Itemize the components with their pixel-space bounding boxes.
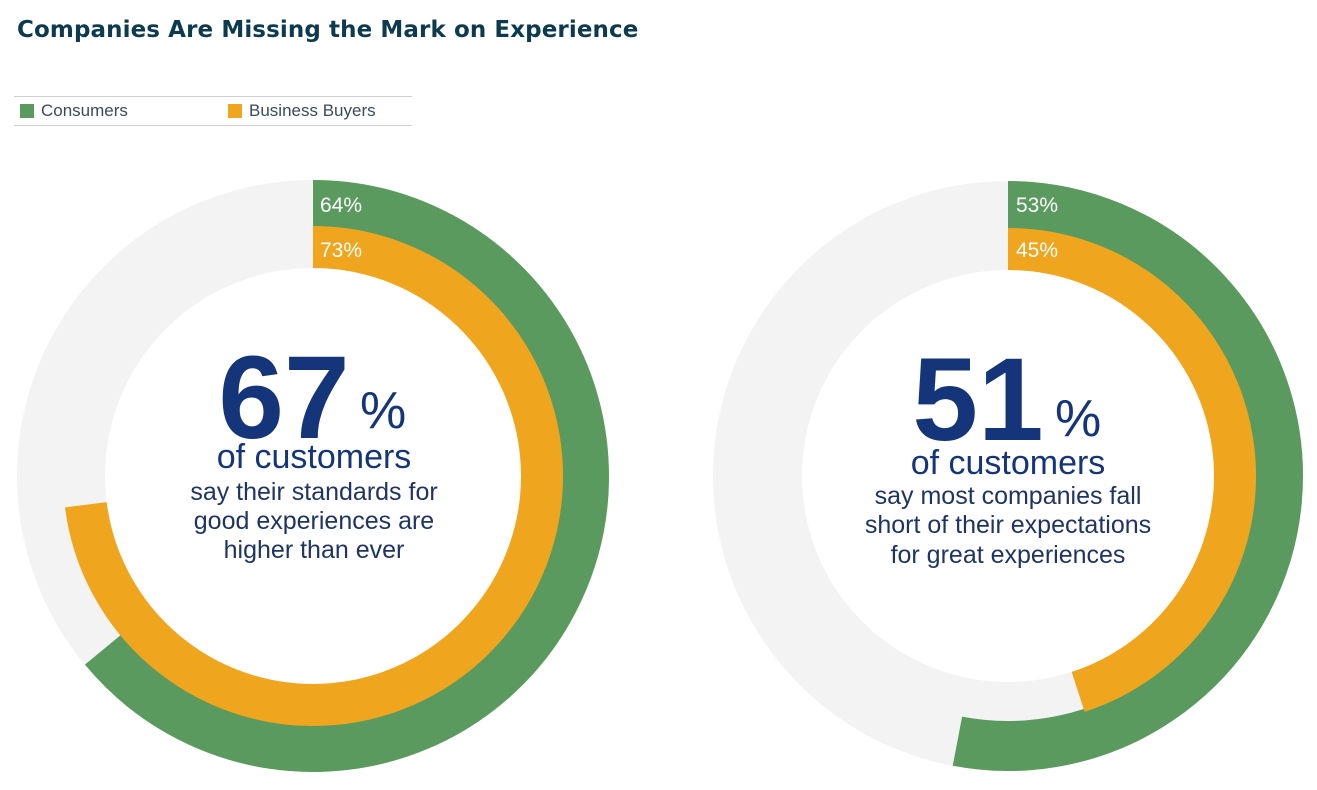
label-business-buyers: 45% bbox=[1016, 239, 1058, 262]
legend: Consumers Business Buyers bbox=[14, 96, 412, 126]
donut-chart-standards: 64% 73% 67 % of customers say their stan… bbox=[17, 180, 609, 772]
label-consumers: 53% bbox=[1016, 194, 1058, 217]
label-consumers: 64% bbox=[320, 194, 362, 217]
legend-item-business-buyers: Business Buyers bbox=[228, 101, 376, 121]
headline-value: 51 bbox=[912, 334, 1043, 466]
arc-consumers bbox=[952, 181, 1303, 771]
headline-subject: of customers bbox=[217, 438, 412, 476]
headline-unit: % bbox=[1055, 390, 1101, 448]
headline-unit: % bbox=[360, 382, 406, 440]
donut-chart-expectations: 53% 45% 51 % of customers say most compa… bbox=[713, 181, 1303, 771]
caption-line-2: good experiences are bbox=[194, 507, 434, 535]
legend-swatch-business-buyers bbox=[228, 104, 242, 118]
arc-consumers bbox=[84, 180, 609, 772]
caption-line-3: for great experiences bbox=[891, 541, 1126, 569]
page-title: Companies Are Missing the Mark on Experi… bbox=[17, 17, 639, 43]
caption-line-1: say their standards for bbox=[190, 478, 437, 506]
arc-business-buyers bbox=[64, 226, 563, 726]
label-business-buyers: 73% bbox=[320, 239, 362, 262]
headline-subject: of customers bbox=[911, 444, 1106, 482]
headline-value: 67 bbox=[218, 332, 349, 464]
caption-line-1: say most companies fall bbox=[875, 482, 1142, 510]
legend-swatch-consumers bbox=[20, 104, 34, 118]
caption-line-2: short of their expectations bbox=[865, 511, 1151, 539]
arc-business-buyers bbox=[1007, 228, 1256, 712]
legend-label-consumers: Consumers bbox=[41, 101, 128, 120]
legend-label-business-buyers: Business Buyers bbox=[249, 101, 376, 120]
caption-line-3: higher than ever bbox=[224, 536, 405, 564]
legend-item-consumers: Consumers bbox=[20, 101, 128, 121]
